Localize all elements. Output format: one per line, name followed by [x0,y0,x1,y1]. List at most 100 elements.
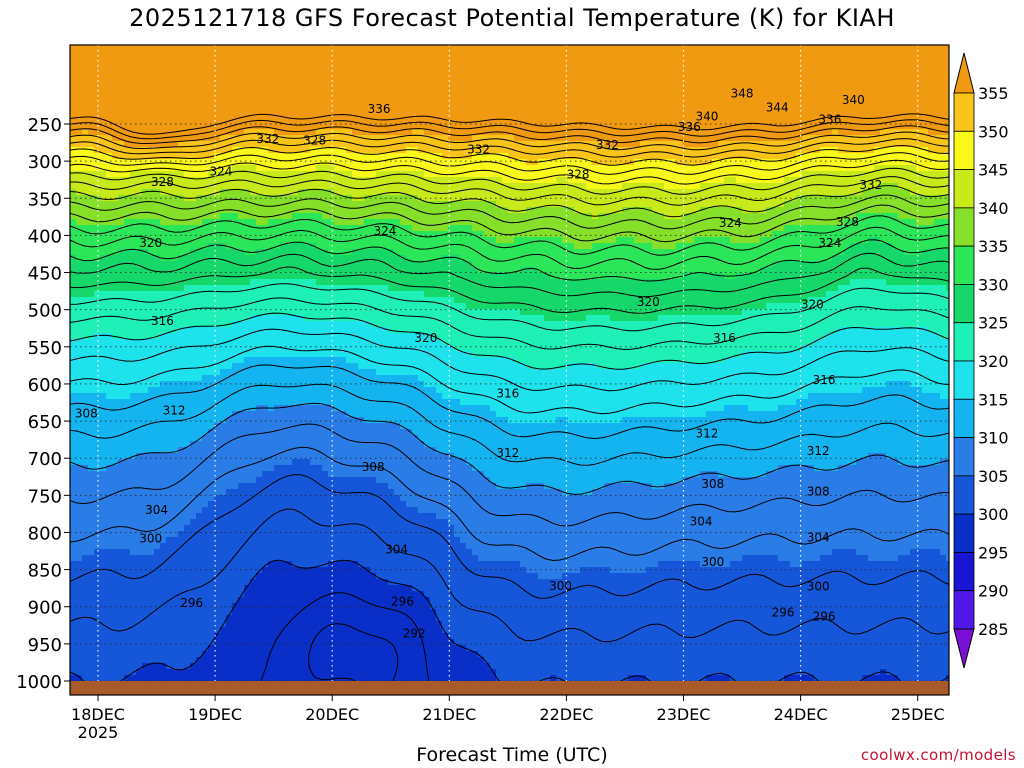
y-tick-label: 950 [28,635,62,656]
contour-label: 304 [690,514,713,528]
contour-label: 348 [731,87,754,101]
contour-label: 332 [859,178,882,192]
colorbar-label: 330 [978,275,1009,294]
colorbar-label: 355 [978,84,1009,103]
contour-label: 312 [695,427,718,441]
x-tick-year: 2025 [78,723,119,742]
y-axis-ticks: 250 300 350 400 450 500 550 600 650 700 750 800 850 9… [16,115,70,693]
y-tick-label: 350 [28,189,62,210]
colorbar-segment [953,398,975,438]
colorbar-label: 320 [978,352,1009,371]
contour-label: 324 [210,165,233,179]
x-tick-label: 21DEC [422,705,476,724]
colorbar-label: 285 [978,620,1009,639]
colorbar-segment [953,513,975,553]
contour-label: 316 [496,387,519,401]
colorbar-segment [953,284,975,324]
contour-label: 316 [151,314,174,328]
x-axis-ticks: 18DEC 19DEC 20DEC 21DEC 22DEC 23DEC 24DEC 25DEC… [71,695,945,742]
contour-label: 296 [180,596,203,610]
colorbar-label: 315 [978,390,1009,409]
contour-label: 308 [807,485,830,499]
colorbar-label: 350 [978,122,1009,141]
chart-title: 2025121718 GFS Forecast Potential Temper… [129,4,895,32]
color-bands [70,45,949,695]
contour-label: 296 [772,606,795,620]
grid-lines [70,45,949,695]
y-tick-label: 800 [28,523,62,544]
contour-label: 324 [719,216,742,230]
contour-label: 308 [362,460,385,474]
y-tick-label: 300 [28,152,62,173]
colorbar: 355 350 345 340 335 330 325 320 315 310 305 300 295 2… [953,52,1009,669]
colorbar-segment [953,360,975,400]
colorbar-segment [953,322,975,362]
contour-label: 332 [467,142,490,156]
x-tick-label: 19DEC [188,705,242,724]
colorbar-label: 345 [978,161,1009,180]
colorbar-segment [953,169,975,209]
contour-label: 320 [414,331,437,345]
colorbar-segment [953,475,975,515]
contour-label: 328 [303,133,326,147]
y-tick-label: 450 [28,264,62,285]
contour-label: 328 [836,215,859,229]
colorbar-segment [953,92,975,132]
credit-link[interactable]: coolwx.com/models [860,746,1016,764]
y-tick-label: 600 [28,375,62,396]
contour-label: 328 [151,175,174,189]
plot-frame [69,44,950,696]
y-tick-label: 400 [28,226,62,247]
x-tick-label: 18DEC [71,705,125,724]
contour-label: 312 [807,444,830,458]
y-tick-label: 900 [28,598,62,619]
contour-label: 328 [567,168,590,182]
contour-label: 300 [807,580,830,594]
contour-label: 304 [807,531,830,545]
x-tick-label: 24DEC [774,705,828,724]
contour-label: 336 [678,120,701,134]
colorbar-segment [953,207,975,247]
contour-label: 336 [368,102,391,116]
contour-label: 324 [373,224,396,238]
ground-strip [70,681,949,695]
contour-lines [70,113,949,695]
contour-label: 332 [256,132,279,146]
colorbar-segment [953,130,975,170]
contour-label: 316 [813,373,836,387]
y-tick-label: 700 [28,449,62,470]
contour-label: 312 [163,404,186,418]
contour-label: 296 [391,595,414,609]
y-tick-label: 250 [28,115,62,136]
y-tick-label: 1000 [16,672,62,693]
colorbar-segment [953,245,975,285]
colorbar-segment [953,437,975,477]
contour-label: 300 [701,555,724,569]
colorbar-label: 290 [978,582,1009,601]
colorbar-segment [953,552,975,592]
contour-label: 312 [496,446,519,460]
contour-label: 320 [637,295,660,309]
x-tick-label: 22DEC [539,705,593,724]
colorbar-label: 335 [978,237,1009,256]
contour-label: 320 [139,236,162,250]
contour-label: 332 [596,138,619,152]
y-tick-label: 650 [28,412,62,433]
contour-label: 300 [139,531,162,545]
contour-label: 320 [801,297,824,311]
contour-label: 316 [713,331,736,345]
contour-label: 308 [75,407,98,421]
y-tick-label: 500 [28,301,62,322]
contour-label: 308 [701,477,724,491]
contour-label: 340 [842,93,865,107]
contour-label: 300 [549,579,572,593]
colorbar-label: 295 [978,543,1009,562]
x-tick-label: 25DEC [891,705,945,724]
contour-label: 344 [766,101,789,115]
x-axis-label: Forecast Time (UTC) [416,744,608,766]
y-tick-label: 850 [28,561,62,582]
colorbar-label: 300 [978,505,1009,524]
y-tick-label: 750 [28,486,62,507]
contour-label: 324 [818,236,841,250]
